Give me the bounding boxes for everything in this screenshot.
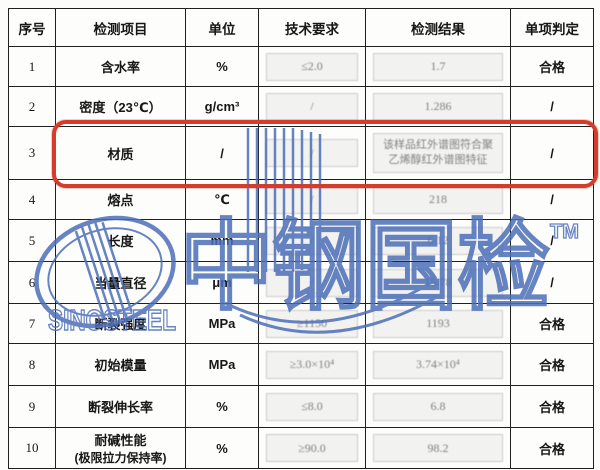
cell-unit: MPa: [185, 303, 259, 344]
cell-no: 5: [8, 219, 56, 262]
cell-judge: 合格: [510, 343, 594, 386]
cell-no: 6: [8, 261, 56, 304]
req-value: ≥90.0: [266, 434, 358, 462]
req-value: ≥1150: [266, 309, 358, 338]
table-header-row: 序号 检测项目 单位 技术要求 检测结果 单项判定: [8, 8, 594, 47]
cell-no: 4: [8, 179, 56, 220]
cell-no: 9: [8, 385, 56, 428]
result-value: 1.7: [373, 52, 503, 81]
cell-judge: 合格: [510, 303, 594, 344]
cell-item: 断裂伸长率: [55, 385, 186, 428]
result-value: 3.74×10⁴: [373, 350, 503, 379]
cell-unit: mm: [185, 219, 259, 262]
header-no: 序号: [8, 8, 56, 47]
cell-result: 15.78: [365, 261, 511, 304]
cell-no: 1: [8, 46, 56, 87]
cell-judge: /: [510, 126, 594, 180]
table-row: 8 初始模量 MPa ≥3.0×10⁴ 3.74×10⁴ 合格: [8, 343, 594, 386]
table-row: 10 耐碱性能 (极限拉力保持率) % ≥90.0 98.2 合格: [8, 427, 594, 469]
header-unit: 单位: [185, 8, 259, 47]
cell-judge: /: [510, 219, 594, 262]
cell-item: 当量直径: [55, 261, 186, 304]
cell-item: 含水率: [55, 46, 186, 87]
cell-judge: /: [510, 261, 594, 304]
cell-req: ≥90.0: [258, 427, 366, 469]
cell-req: ≥3.0×10⁴: [258, 343, 366, 386]
table-row: 6 当量直径 μm / 15.78 /: [8, 261, 594, 304]
table-row: 5 长度 mm / 6.12 /: [8, 219, 594, 262]
table-row: 7 断裂强度 MPa ≥1150 1193 合格: [8, 303, 594, 344]
result-value: 1193: [373, 309, 503, 338]
cell-judge: 合格: [510, 46, 594, 87]
cell-no: 3: [8, 126, 56, 180]
cell-result: 3.74×10⁴: [365, 343, 511, 386]
cell-item: 材质: [55, 126, 186, 180]
cell-result: 6.8: [365, 385, 511, 428]
item-label: 耐碱性能: [94, 433, 147, 448]
cell-unit: %: [185, 46, 259, 87]
highlight-box: [52, 120, 598, 188]
result-value: 98.2: [373, 434, 503, 462]
result-value: 1.286: [373, 92, 503, 121]
cell-unit: μm: [185, 261, 259, 304]
cell-unit: %: [185, 427, 259, 469]
result-value: 该样品红外谱图符合聚乙烯醇红外谱图特征: [373, 133, 503, 173]
req-value: /: [266, 268, 358, 297]
cell-req: /: [258, 261, 366, 304]
header-judge: 单项判定: [510, 8, 594, 47]
cell-item: 初始模量: [55, 343, 186, 386]
table-row-highlighted: 3 材质 / / 该样品红外谱图符合聚乙烯醇红外谱图特征 /: [8, 126, 594, 180]
cell-req: ≤2.0: [258, 46, 366, 87]
cell-result: 98.2: [365, 427, 511, 469]
item-sublabel: (极限拉力保持率): [74, 451, 167, 465]
cell-result: 该样品红外谱图符合聚乙烯醇红外谱图特征: [365, 126, 511, 180]
cell-req: ≤8.0: [258, 385, 366, 428]
result-value: 15.78: [373, 268, 503, 297]
cell-no: 8: [8, 343, 56, 386]
result-value: 6.8: [373, 392, 503, 421]
cell-no: 2: [8, 86, 56, 127]
result-value: 218: [373, 185, 503, 214]
cell-req: /: [258, 219, 366, 262]
cell-unit: %: [185, 385, 259, 428]
table-row: 9 断裂伸长率 % ≤8.0 6.8 合格: [8, 385, 594, 428]
req-value: ≤2.0: [266, 52, 358, 81]
cell-judge: 合格: [510, 385, 594, 428]
cell-unit: MPa: [185, 343, 259, 386]
header-result: 检测结果: [365, 8, 511, 47]
cell-judge: 合格: [510, 427, 594, 469]
cell-item: 耐碱性能 (极限拉力保持率): [55, 427, 186, 469]
cell-result: 6.12: [365, 219, 511, 262]
header-req: 技术要求: [258, 8, 366, 47]
header-item: 检测项目: [55, 8, 186, 47]
cell-item: 断裂强度: [55, 303, 186, 344]
cell-result: 1193: [365, 303, 511, 344]
cell-no: 7: [8, 303, 56, 344]
cell-no: 10: [8, 427, 56, 469]
cell-req: ≥1150: [258, 303, 366, 344]
table-row: 1 含水率 % ≤2.0 1.7 合格: [8, 46, 594, 87]
req-value: ≥3.0×10⁴: [266, 350, 358, 379]
inspection-table: 序号 检测项目 单位 技术要求 检测结果 单项判定 1 含水率 % ≤2.0 1…: [8, 8, 594, 469]
req-value: /: [266, 226, 358, 255]
req-value: ≤8.0: [266, 392, 358, 421]
cell-item: 长度: [55, 219, 186, 262]
result-value: 6.12: [373, 226, 503, 255]
cell-result: 1.7: [365, 46, 511, 87]
req-value: /: [266, 92, 358, 121]
req-value: /: [266, 185, 358, 214]
